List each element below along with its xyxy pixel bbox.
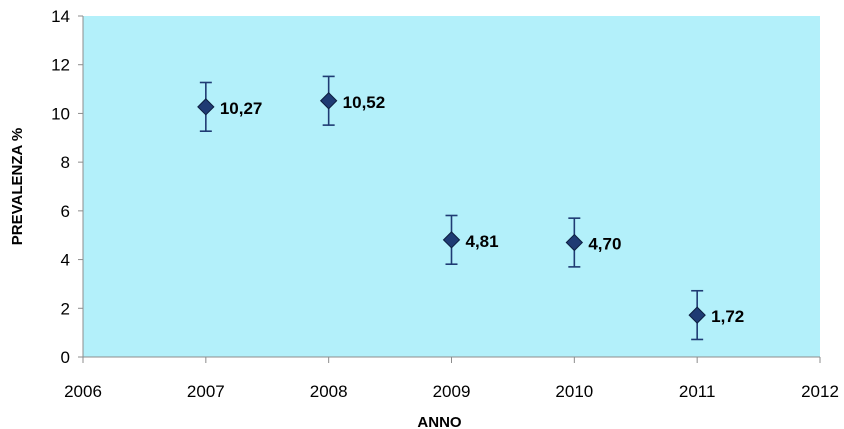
x-tick-label: 2008 bbox=[310, 382, 348, 401]
x-tick-label: 2009 bbox=[433, 382, 471, 401]
data-point-group: 10,52 bbox=[319, 75, 386, 126]
x-tick-label: 2007 bbox=[187, 382, 225, 401]
y-axis-title: PREVALENZA % bbox=[9, 128, 26, 246]
data-label: 4,70 bbox=[588, 235, 621, 254]
data-point-group: 1,72 bbox=[688, 289, 744, 341]
data-point-marker bbox=[688, 306, 706, 324]
data-label: 1,72 bbox=[711, 307, 744, 326]
x-tick-label: 2006 bbox=[64, 382, 102, 401]
x-tick-label: 2011 bbox=[679, 382, 716, 401]
x-tick-label: 2012 bbox=[801, 382, 839, 401]
y-tick-label: 0 bbox=[61, 348, 70, 367]
y-tick-label: 12 bbox=[51, 56, 70, 75]
y-tick-label: 10 bbox=[51, 104, 70, 123]
y-tick-label: 2 bbox=[61, 299, 70, 318]
data-point-group: 4,70 bbox=[565, 217, 621, 268]
y-tick-label: 8 bbox=[61, 153, 70, 172]
y-tick-label: 6 bbox=[61, 202, 70, 221]
y-tick-label: 14 bbox=[51, 7, 70, 26]
y-tick-label: 4 bbox=[61, 251, 70, 270]
data-series: 10,27 10,52 4,81 4,70 1,72 bbox=[197, 75, 744, 341]
data-point-group: 10,27 bbox=[197, 81, 263, 133]
data-point-group: 4,81 bbox=[442, 214, 499, 265]
data-point-marker bbox=[442, 231, 461, 249]
x-tick-label: 2010 bbox=[555, 382, 593, 401]
x-axis: 2006 2007 2008 2009 2010 2011 2012 bbox=[64, 356, 839, 401]
y-axis: 0 2 4 6 8 10 12 14 bbox=[51, 7, 84, 367]
data-label: 10,52 bbox=[343, 93, 386, 112]
data-label: 4,81 bbox=[466, 232, 499, 251]
data-label: 10,27 bbox=[220, 99, 263, 118]
data-point-marker bbox=[565, 233, 584, 252]
data-point-marker bbox=[319, 92, 338, 110]
plot-area bbox=[83, 16, 820, 357]
data-point-marker bbox=[197, 98, 215, 116]
x-axis-title: ANNO bbox=[417, 414, 461, 429]
